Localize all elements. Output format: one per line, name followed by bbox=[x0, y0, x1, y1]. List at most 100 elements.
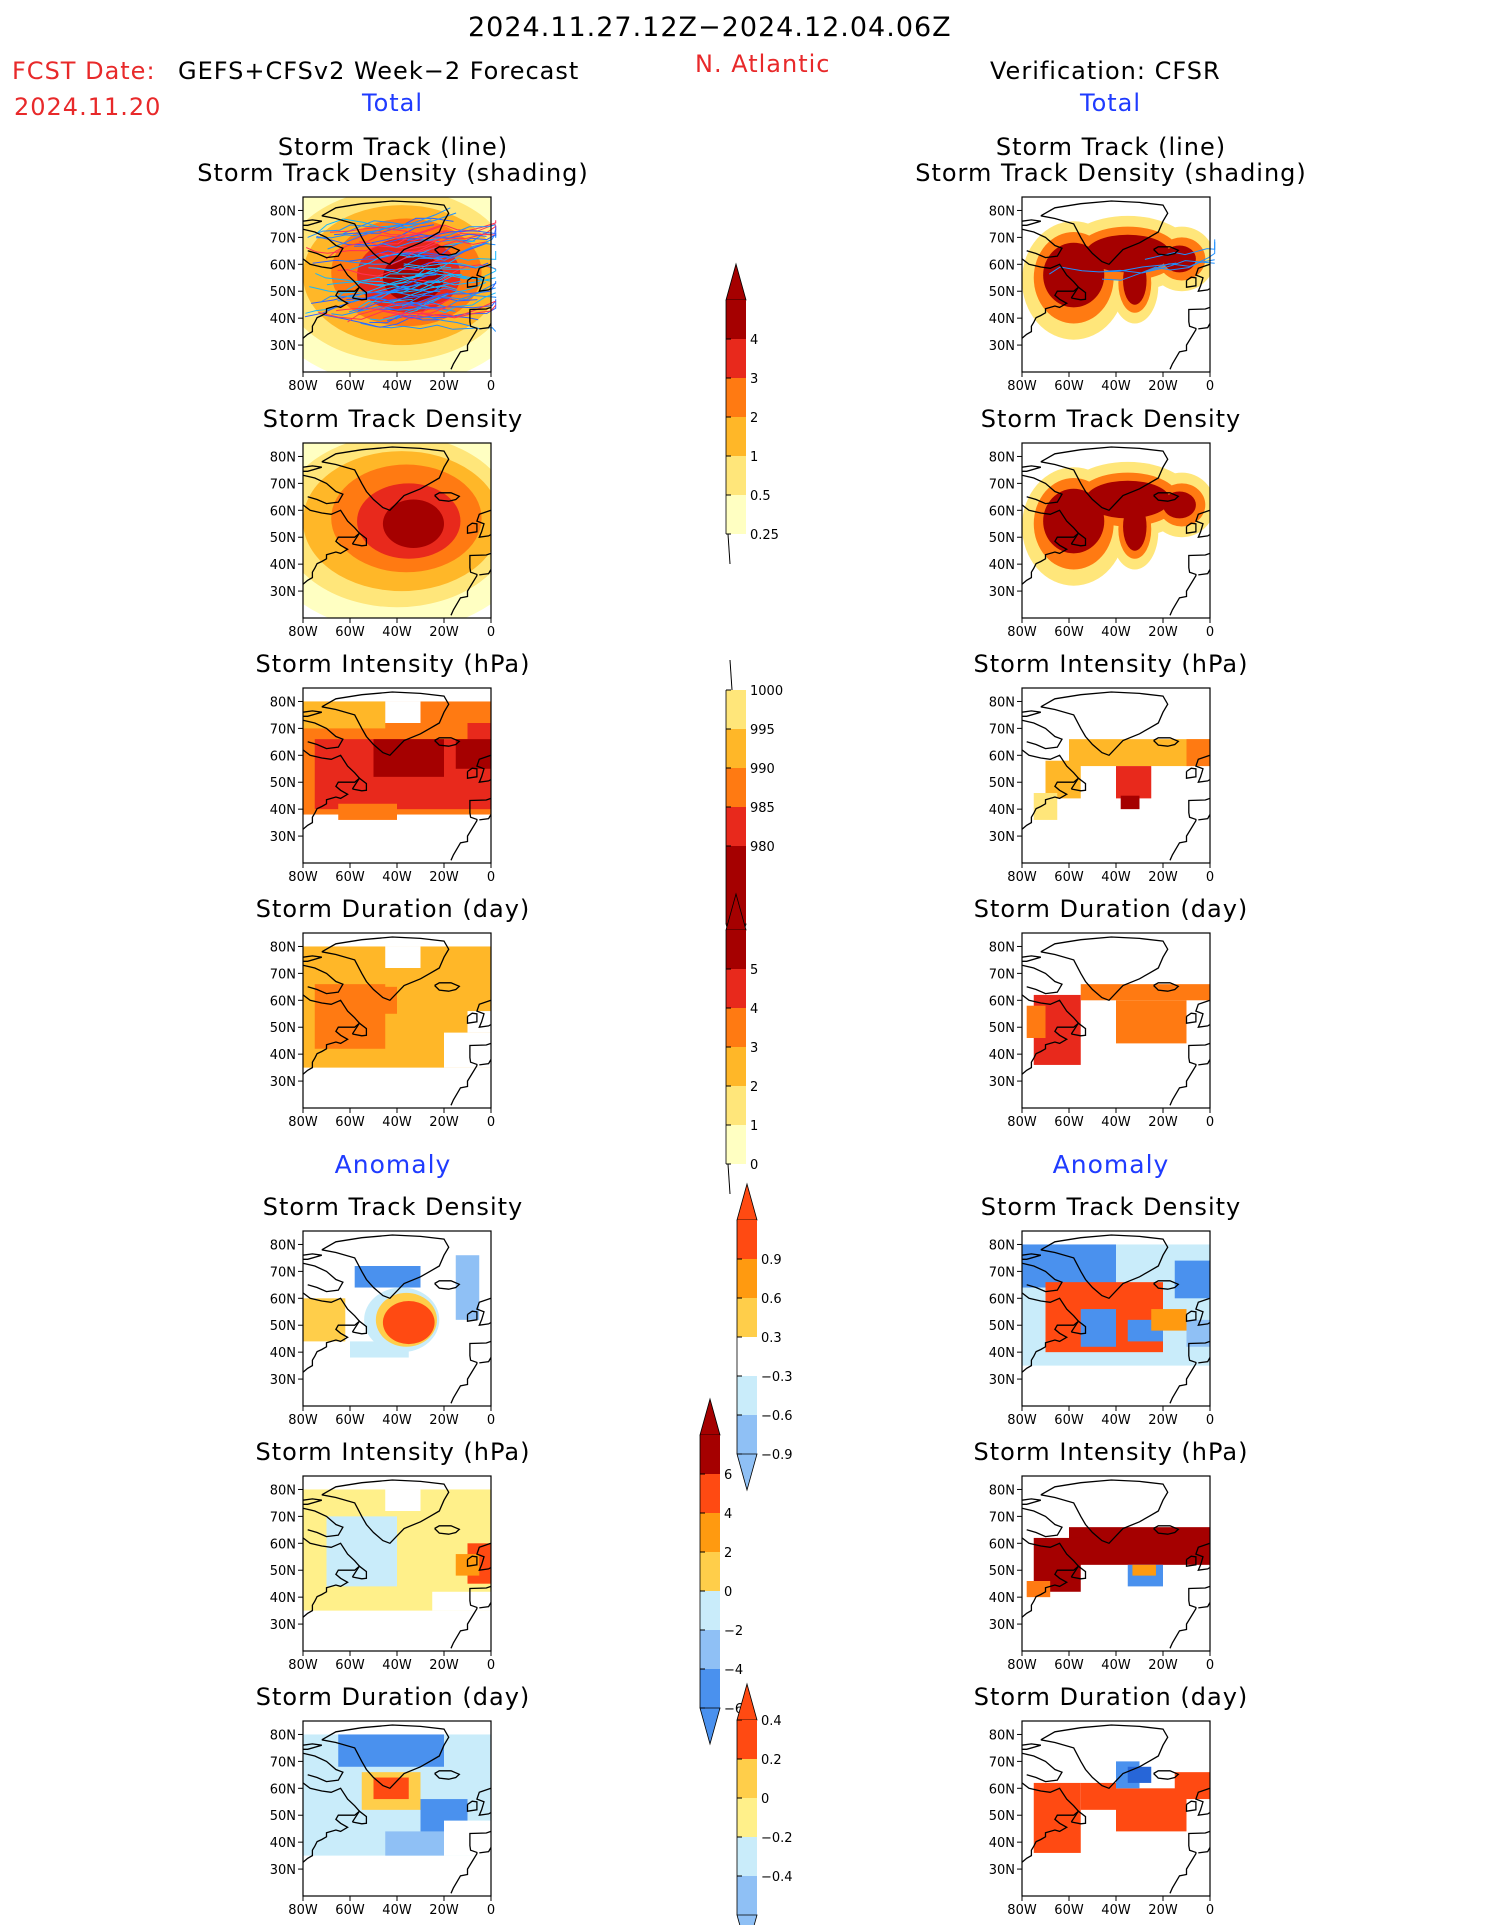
lat-tick-label: 30N bbox=[270, 339, 296, 354]
map-vf-intensity: 80N 70N 60N 50N 40N 30N 80W 60W 40W 20W 0 bbox=[989, 687, 1214, 885]
lat-tick-label: 30N bbox=[270, 1863, 296, 1878]
colorbar-label: 985 bbox=[750, 801, 775, 816]
coastline bbox=[479, 1602, 492, 1609]
panel-title: Storm Intensity (hPa) bbox=[973, 1438, 1249, 1466]
coastline bbox=[302, 719, 344, 750]
panel-subtitle: Storm Track Density (shading) bbox=[197, 159, 589, 187]
coastline bbox=[1185, 767, 1197, 779]
colorbar-label: 5 bbox=[750, 963, 758, 978]
lat-tick-label: 40N bbox=[270, 558, 296, 573]
shading-contour bbox=[1123, 502, 1147, 551]
shading-cell bbox=[385, 1489, 421, 1511]
lat-tick-label: 50N bbox=[989, 1564, 1015, 1579]
shading-cell bbox=[354, 1266, 421, 1288]
lon-tick-label: 40W bbox=[1101, 1903, 1131, 1918]
lat-tick-label: 30N bbox=[270, 830, 296, 845]
coastline bbox=[302, 474, 344, 505]
coastline bbox=[1185, 276, 1197, 288]
storm-track-line bbox=[315, 224, 408, 239]
coastline bbox=[1198, 569, 1211, 576]
lon-tick-label: 40W bbox=[382, 625, 412, 640]
lat-tick-label: 60N bbox=[989, 258, 1015, 273]
lon-tick-label: 60W bbox=[335, 379, 365, 394]
coastline bbox=[1021, 1743, 1041, 1750]
coastline bbox=[1153, 1525, 1180, 1535]
lon-tick-label: 20W bbox=[429, 1413, 459, 1428]
lat-tick-label: 70N bbox=[270, 477, 296, 492]
coastline bbox=[321, 936, 450, 1002]
map-vf-anom-duration: 80N 70N 60N 50N 40N 30N 80W 60W 40W 20W 0 bbox=[989, 1720, 1214, 1918]
lat-tick-label: 80N bbox=[989, 204, 1015, 219]
coastline bbox=[450, 1042, 492, 1106]
coastline bbox=[1070, 777, 1087, 792]
shading-cell bbox=[432, 1591, 491, 1611]
storm-track-line bbox=[311, 272, 438, 304]
shading-cell bbox=[1080, 1309, 1116, 1347]
coastline bbox=[321, 691, 450, 757]
lon-tick-label: 80W bbox=[288, 1115, 318, 1130]
lat-tick-label: 50N bbox=[270, 1564, 296, 1579]
lon-tick-label: 40W bbox=[1101, 379, 1131, 394]
colorbar-segment bbox=[700, 1474, 720, 1513]
coastline bbox=[1021, 228, 1063, 259]
lat-tick-label: 50N bbox=[270, 1021, 296, 1036]
coastline bbox=[450, 1830, 492, 1894]
coastline bbox=[1198, 323, 1211, 330]
coastline bbox=[1021, 719, 1063, 750]
colorbar-label: 980 bbox=[750, 840, 775, 855]
storm-track-line bbox=[384, 287, 496, 309]
lat-tick-label: 30N bbox=[989, 1863, 1015, 1878]
map-fc-intensity: 80N 70N 60N 50N 40N 30N 80W 60W 40W 20W 0 bbox=[270, 687, 495, 885]
shading-contour bbox=[382, 499, 445, 548]
lat-tick-label: 30N bbox=[270, 1618, 296, 1633]
lat-tick-label: 50N bbox=[270, 531, 296, 546]
coastline bbox=[1185, 1800, 1197, 1812]
colorbar-label: −0.6 bbox=[761, 1409, 793, 1424]
panel-title: Storm Track Density bbox=[262, 1193, 524, 1221]
colorbar-label: 0 bbox=[761, 1792, 769, 1807]
lon-tick-label: 0 bbox=[487, 379, 495, 394]
lat-tick-label: 40N bbox=[989, 1591, 1015, 1606]
lat-tick-label: 30N bbox=[989, 1373, 1015, 1388]
colorbar-segment bbox=[726, 807, 746, 846]
colorbar-label: −6 bbox=[724, 1702, 743, 1717]
coastline bbox=[1070, 286, 1087, 301]
total-right-label: Total bbox=[1080, 89, 1142, 117]
coastline bbox=[302, 219, 322, 226]
coastline bbox=[302, 1743, 322, 1750]
lat-tick-label: 50N bbox=[270, 1809, 296, 1824]
storm-track-line bbox=[319, 288, 441, 303]
coastline bbox=[351, 532, 368, 547]
coastline bbox=[351, 1565, 368, 1580]
coastline bbox=[1185, 1012, 1197, 1024]
coastline bbox=[1198, 814, 1211, 821]
colorbar-segment bbox=[737, 1837, 757, 1876]
lat-tick-label: 80N bbox=[270, 204, 296, 219]
shading-cell bbox=[444, 1820, 491, 1856]
storm-track-line bbox=[358, 285, 458, 309]
storm-track-line bbox=[1104, 260, 1215, 274]
lat-tick-label: 50N bbox=[989, 1809, 1015, 1824]
lon-tick-label: 80W bbox=[288, 1413, 318, 1428]
storm-track-line bbox=[346, 292, 449, 305]
lat-tick-label: 40N bbox=[989, 558, 1015, 573]
colorbar-label: 1 bbox=[750, 450, 758, 465]
coastline bbox=[1169, 1340, 1211, 1404]
lat-tick-label: 30N bbox=[989, 830, 1015, 845]
lat-tick-label: 30N bbox=[989, 1618, 1015, 1633]
coastline bbox=[1185, 1310, 1197, 1322]
lat-tick-label: 60N bbox=[270, 504, 296, 519]
coastline bbox=[1021, 1292, 1080, 1373]
coastline bbox=[302, 258, 361, 339]
coastline bbox=[466, 522, 478, 534]
coastline bbox=[321, 1234, 450, 1300]
storm-track-line bbox=[395, 281, 497, 320]
map-vf-anom-intensity: 80N 70N 60N 50N 40N 30N 80W 60W 40W 20W 0 bbox=[989, 1475, 1214, 1673]
colorbar-label: −0.9 bbox=[761, 1448, 793, 1463]
lat-tick-label: 60N bbox=[270, 749, 296, 764]
coastline bbox=[302, 1752, 344, 1783]
coastline bbox=[1070, 1022, 1087, 1037]
lon-tick-label: 20W bbox=[429, 870, 459, 885]
shading-cell bbox=[1127, 1766, 1152, 1783]
shading-cell bbox=[373, 739, 444, 777]
